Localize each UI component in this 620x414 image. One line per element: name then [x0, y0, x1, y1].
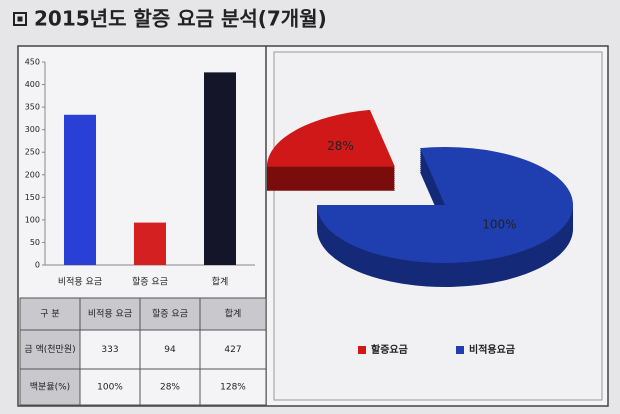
table-cell — [79, 368, 141, 406]
bar — [64, 114, 96, 265]
bar — [134, 222, 166, 265]
pie-slice — [317, 147, 574, 263]
title-icon — [13, 12, 27, 26]
bar-chart: 0 50 100 150 200 250 300 350 400 450 비적용 요금 할증 요금 합계 — [25, 58, 255, 288]
table-header: 할증 요금 — [152, 309, 188, 320]
table-cell — [19, 297, 81, 331]
y-tick-label: 250 — [25, 148, 40, 157]
table: 구 분 비적용 요금 할증 요금 합계금 액(천만원) 333 94 427 백분율(%) 10… — [19, 297, 267, 406]
table-cell — [139, 297, 201, 331]
y-tick-label: 0 — [35, 261, 40, 270]
pie-slice — [266, 109, 395, 167]
table-cell — [79, 329, 141, 370]
x-tick-label: 합계 — [212, 276, 229, 288]
y-tick-label: 200 — [25, 170, 40, 179]
table-cell — [19, 368, 81, 406]
table-value: 금 액(천만원) — [24, 343, 75, 355]
table-cell — [19, 329, 81, 370]
y-tick-label: 100 — [25, 215, 40, 224]
table-value: 427 — [224, 345, 241, 355]
table-value: 28% — [160, 383, 180, 393]
table-value: 333 — [101, 345, 118, 355]
pie-label: 28% — [327, 139, 354, 153]
table-cell — [199, 297, 267, 331]
table-cell — [139, 329, 201, 370]
y-tick-label: 400 — [25, 80, 40, 89]
legend-label: 할증요금 — [371, 343, 408, 356]
table-value: 128% — [220, 383, 246, 393]
table-cell — [199, 368, 267, 406]
y-tick-label: 450 — [25, 58, 40, 67]
legend-swatch — [358, 346, 366, 354]
pie-chart: 28% 100% 할증요금 비적용요금 — [266, 109, 574, 356]
table-cell — [199, 329, 267, 370]
y-tick-label: 50 — [30, 238, 40, 247]
table-value: 94 — [164, 345, 176, 355]
legend-swatch — [456, 346, 464, 354]
y-tick-label: 350 — [25, 103, 40, 112]
table-value: 백분율(%) — [30, 382, 70, 393]
x-tick-label: 할증 요금 — [132, 277, 168, 288]
y-tick-label: 150 — [25, 193, 40, 202]
table-header: 비적용 요금 — [88, 308, 132, 320]
legend-label: 비적용요금 — [469, 343, 515, 356]
page-title: 2015년도 할증 요금 분석(7개월) — [34, 7, 327, 31]
table-value: 100% — [97, 383, 123, 393]
pie-label: 100% — [482, 218, 516, 232]
table-header: 합계 — [225, 308, 242, 320]
y-tick-label: 300 — [25, 125, 40, 134]
x-tick-label: 비적용 요금 — [58, 276, 102, 288]
title-icon-inner — [17, 16, 23, 22]
table-header: 구 분 — [40, 309, 59, 320]
bar — [204, 72, 236, 266]
